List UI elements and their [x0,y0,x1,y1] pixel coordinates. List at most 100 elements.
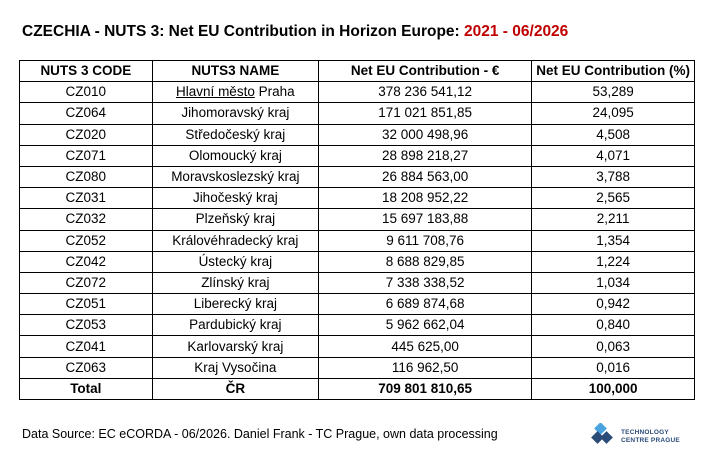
title-main: CZECHIA - NUTS 3: Net EU Contribution in… [22,23,465,40]
row-code: CZ071 [19,144,153,167]
table-row: CZ071 Olomoucký kraj 28 898 218,27 4,071 [19,144,695,167]
row-name: Kraj Vysočina [151,356,320,379]
table-row: CZ032 Plzeňský kraj 15 697 183,88 2,211 [19,208,695,231]
data-source-note: Data Source: EC eCORDA - 06/2026. Daniel… [22,427,498,441]
row-contribution: 18 208 952,22 [318,187,533,210]
tc-prague-logo-icon [591,423,613,444]
row-pct: 53,289 [531,81,695,104]
row-code: CZ080 [19,165,153,189]
row-name: Pardubický kraj [151,314,320,337]
row-code: CZ052 [19,229,153,252]
row-code: CZ072 [19,271,153,295]
table-row: CZ051 Liberecký kraj 6 689 874,68 0,942 [19,293,695,316]
row-name-text: Pardubický kraj [189,317,282,333]
row-pct: 0,942 [531,293,695,316]
row-name-text: Kraj Vysočina [194,359,277,375]
row-pct: 3,788 [531,165,695,189]
row-name-text: Středočeský kraj [185,126,286,142]
row-name-text: Jihočeský kraj [192,190,278,206]
row-name: Královéhradecký kraj [151,229,320,252]
row-pct: 0,063 [531,335,695,358]
row-contribution: 32 000 498,96 [318,123,533,146]
header-nuts3-name: NUTS3 NAME [151,59,320,83]
row-pct: 1,224 [531,250,695,273]
row-contribution: 9 611 708,76 [318,229,533,252]
row-name: Ústecký kraj [151,250,320,273]
row-pct: 1,354 [531,229,695,252]
row-pct: 2,565 [531,187,695,210]
row-contribution: 8 688 829,85 [318,250,533,273]
row-pct: 0,840 [531,314,695,337]
table-row: CZ064 Jihomoravský kraj 171 021 851,85 24,0… [19,102,695,125]
table-header-row: NUTS 3 CODE NUTS3 NAME Net EU Contributi… [19,59,695,83]
row-contribution: 378 236 541,12 [318,81,533,104]
row-name: Jihomoravský kraj [151,102,320,125]
row-code: CZ053 [19,314,153,337]
row-code: CZ064 [19,102,153,125]
total-name: ČR [151,377,320,401]
row-name: Jihočeský kraj [151,187,320,210]
table-row: CZ042 Ústecký kraj 8 688 829,85 1,224 [19,250,695,273]
row-pct: 4,508 [531,123,695,146]
row-contribution: 445 625,00 [318,335,533,358]
row-contribution: 7 338 338,52 [318,271,533,295]
row-code: CZ042 [19,250,153,273]
row-pct: 4,071 [531,144,695,167]
row-pct: 0,016 [531,356,695,379]
row-name: Olomoucký kraj [151,144,320,167]
row-name-text: Královéhradecký kraj [172,232,299,248]
logo-line2: CENTRE PRAGUE [621,437,680,444]
row-contribution: 26 884 563,00 [318,165,533,189]
row-code: CZ032 [19,208,153,231]
table-row: CZ020 Středočeský kraj 32 000 498,96 4,508 [19,123,695,146]
row-name-text: Zlínský kraj [201,274,270,290]
row-name-text: Plzeňský kraj [195,211,276,227]
row-contribution: 6 689 874,68 [318,293,533,316]
row-pct: 24,095 [531,102,695,125]
row-contribution: 116 962,50 [318,356,533,379]
row-name: Plzeňský kraj [151,208,320,231]
row-code: CZ031 [19,187,153,210]
page-title: CZECHIA - NUTS 3: Net EU Contribution in… [22,23,568,41]
row-code: CZ051 [19,293,153,316]
row-name-text: Liberecký kraj [193,296,277,312]
row-name: Karlovarský kraj [151,335,320,358]
row-code: CZ010 [19,81,153,104]
row-name: Hlavní město Praha [151,81,320,104]
row-pct: 1,034 [531,271,695,295]
logo-line1: TECHNOLOGY [621,429,669,436]
table-row: CZ052 Královéhradecký kraj 9 611 708,76 1,3… [19,229,695,252]
row-name-text: Praha [254,84,295,100]
total-contribution: 709 801 810,65 [318,377,533,401]
row-contribution: 15 697 183,88 [318,208,533,231]
header-net-contribution: Net EU Contribution - € [318,59,533,83]
total-pct: 100,000 [531,377,695,401]
contribution-table: NUTS 3 CODE NUTS3 NAME Net EU Contributi… [19,59,695,401]
row-name-text: Olomoucký kraj [188,147,282,163]
row-name-text: Jihomoravský kraj [181,105,290,121]
row-name: Moravskoslezský kraj [151,165,320,189]
row-name: Liberecký kraj [151,293,320,316]
row-name: Středočeský kraj [151,123,320,146]
row-code: CZ063 [19,356,153,379]
row-pct: 2,211 [531,208,695,231]
row-code: CZ041 [19,335,153,358]
table-row: CZ072 Zlínský kraj 7 338 338,52 1,034 [19,271,695,295]
table-row: CZ080 Moravskoslezský kraj 26 884 563,00 3,… [19,165,695,189]
row-name-text: Moravskoslezský kraj [171,169,300,185]
row-code: CZ020 [19,123,153,146]
title-range: 2021 - 06/2026 [464,23,569,40]
row-name-text: Ústecký kraj [198,253,273,269]
header-net-contribution-pct: Net EU Contribution (%) [531,59,695,83]
tc-prague-logo: TECHNOLOGY CENTRE PRAGUE [590,423,700,449]
row-name: Zlínský kraj [151,271,320,295]
table-row: CZ010 Hlavní město Praha 378 236 541,12 53,… [19,81,695,104]
total-code: Total [19,377,153,401]
row-contribution: 28 898 218,27 [318,144,533,167]
table-total-row: Total ČR 709 801 810,65 100,000 [19,377,695,401]
table-row: CZ053 Pardubický kraj 5 962 662,04 0,840 [19,314,695,337]
row-contribution: 5 962 662,04 [318,314,533,337]
row-name-underlined: Hlavní město [176,84,255,100]
table-row: CZ041 Karlovarský kraj 445 625,00 0,063 [19,335,695,358]
row-name-text: Karlovarský kraj [187,338,284,354]
